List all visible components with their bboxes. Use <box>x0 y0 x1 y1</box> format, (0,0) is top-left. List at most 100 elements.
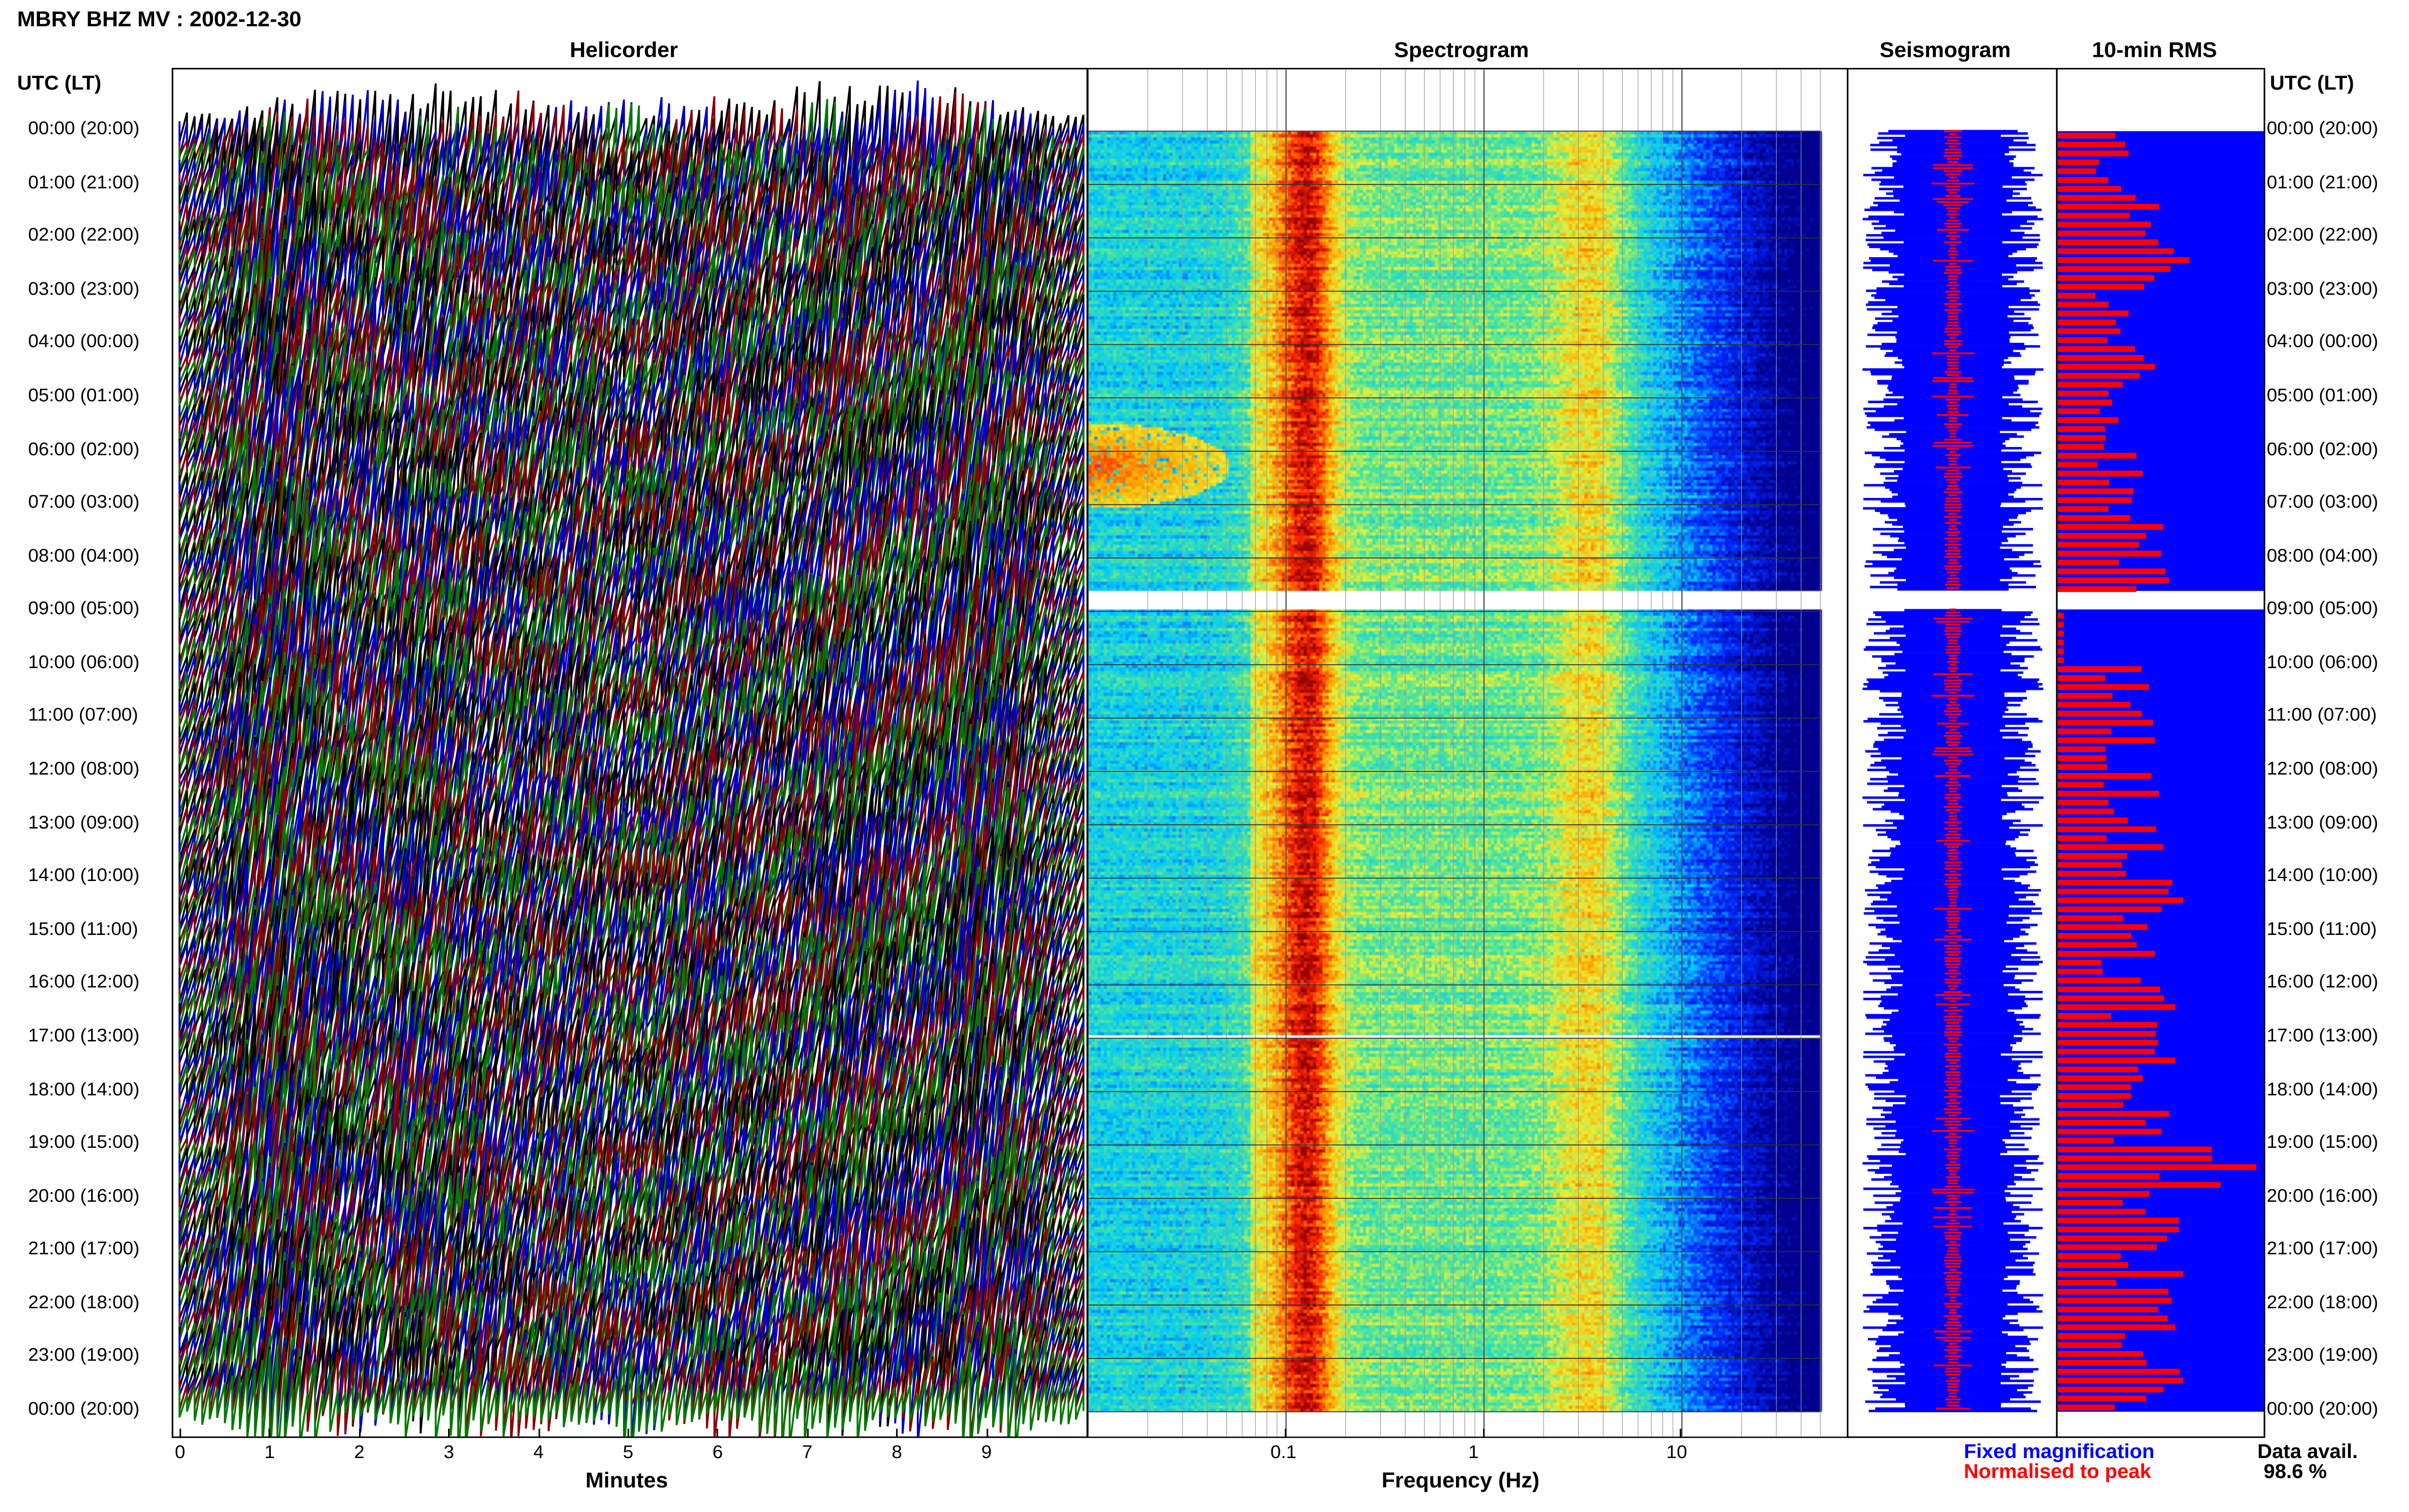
rms-bar <box>2057 986 2160 992</box>
rms-bar <box>2057 710 2142 717</box>
helicorder-tick-mark <box>627 1429 629 1438</box>
spectrogram-tick-mark <box>1680 1429 1682 1438</box>
spectrogram-tick-label: 10 <box>1666 1441 1687 1463</box>
rms-bar <box>2057 853 2127 859</box>
rms-bar <box>2057 1324 2175 1330</box>
legend-fixed-magnification: Fixed magnification <box>1964 1439 2155 1463</box>
rms-bar <box>2057 888 2169 894</box>
rms-bar <box>2057 862 2122 868</box>
rms-bar <box>2057 621 2064 628</box>
rms-bar <box>2057 1173 2160 1179</box>
rms-bar <box>2057 417 2118 423</box>
rms-bar <box>2057 1146 2212 1153</box>
time-label-right: 15:00 (11:00) <box>2266 918 2377 939</box>
rms-panel <box>2056 67 2265 1438</box>
helicorder-tick-label: 9 <box>981 1441 992 1463</box>
seismogram-plot <box>1862 130 2044 1412</box>
rms-bar <box>2057 541 2139 548</box>
rms-bar <box>2057 906 2162 912</box>
rms-bar <box>2057 648 2064 655</box>
rms-bar <box>2057 471 2143 477</box>
time-label-right: 10:00 (06:00) <box>2266 651 2379 673</box>
helicorder-tick-mark <box>896 1429 898 1438</box>
time-label-right: 23:00 (19:00) <box>2266 1344 2379 1367</box>
time-label-right: 03:00 (23:00) <box>2266 277 2379 299</box>
rms-bar <box>2057 835 2107 841</box>
time-label-left: 00:00 (20:00) <box>28 117 140 139</box>
rms-bar <box>2057 1013 2111 1019</box>
time-label-left: 02:00 (22:00) <box>28 224 140 246</box>
rms-bar <box>2057 319 2116 326</box>
time-label-left: 19:00 (15:00) <box>28 1131 140 1153</box>
spectrogram-tick-label: 1 <box>1468 1441 1479 1463</box>
rms-bar <box>2057 435 2106 441</box>
time-label-left: 21:00 (17:00) <box>28 1237 140 1260</box>
rms-bar <box>2057 310 2129 316</box>
rms-bar <box>2057 675 2105 681</box>
rms-bar <box>2057 248 2174 254</box>
time-label-left: 12:00 (08:00) <box>28 757 140 779</box>
helicorder-panel <box>172 67 1088 1438</box>
rms-bar <box>2057 506 2109 512</box>
helicorder-tick-label: 2 <box>354 1441 365 1463</box>
rms-bar <box>2057 1226 2179 1233</box>
time-label-right: 06:00 (02:00) <box>2266 437 2379 459</box>
rms-bar <box>2057 977 2141 984</box>
time-label-left: 10:00 (06:00) <box>28 651 140 673</box>
rms-bar <box>2057 1360 2147 1366</box>
rms-bar <box>2057 1084 2131 1090</box>
rms-bar <box>2057 1298 2172 1304</box>
rms-bar <box>2057 1368 2180 1375</box>
rms-bar <box>2057 559 2119 565</box>
rms-plot <box>2057 131 2264 1412</box>
rms-bar <box>2057 631 2064 637</box>
rms-bar <box>2057 1129 2162 1135</box>
helicorder-trace <box>178 1344 1085 1437</box>
rms-bar <box>2057 479 2110 486</box>
rms-bar <box>2057 639 2064 645</box>
rms-bar <box>2057 755 2106 761</box>
rms-bar <box>2057 719 2153 726</box>
rms-bar <box>2057 702 2131 708</box>
rms-bar <box>2057 728 2112 735</box>
time-label-right: 16:00 (12:00) <box>2266 971 2379 993</box>
rms-bar <box>2057 390 2109 396</box>
rms-bar <box>2057 995 2164 1001</box>
rms-bar <box>2057 1049 2155 1055</box>
rms-bar <box>2057 177 2109 183</box>
rms-bar <box>2057 1262 2129 1268</box>
rms-bar <box>2057 328 2121 334</box>
rms-bar <box>2057 381 2123 388</box>
rms-bar <box>2057 497 2132 503</box>
helicorder-tick-label: 6 <box>712 1441 723 1463</box>
rms-bar <box>2057 942 2137 948</box>
time-label-left: 22:00 (18:00) <box>28 1291 140 1313</box>
rms-bar <box>2057 933 2131 939</box>
rms-bar <box>2057 808 2114 815</box>
rms-bar <box>2057 212 2130 219</box>
time-label-right: 13:00 (09:00) <box>2266 811 2379 833</box>
rms-bar <box>2057 533 2146 539</box>
rms-bar <box>2057 444 2104 450</box>
rms-bar <box>2057 186 2121 192</box>
time-label-left: 11:00 (07:00) <box>28 704 138 726</box>
rms-bar <box>2057 1182 2221 1188</box>
rms-bar <box>2057 1253 2121 1259</box>
seismogram-panel <box>1847 67 2058 1438</box>
time-label-right: 09:00 (05:00) <box>2266 597 2379 619</box>
spectrogram-grid <box>1088 69 1821 1437</box>
data-avail-label: Data avail. <box>2257 1439 2358 1463</box>
time-label-right: 04:00 (00:00) <box>2266 330 2379 353</box>
helicorder-tick-mark <box>269 1429 271 1438</box>
helicorder-plot <box>173 69 1087 1437</box>
rms-bar <box>2057 773 2152 779</box>
rms-bar <box>2057 1155 2212 1161</box>
rms-bar <box>2057 230 2145 237</box>
spectrogram-title: Spectrogram <box>1394 37 1529 62</box>
rms-bar <box>2057 1271 2184 1277</box>
rms-bar <box>2057 1031 2156 1037</box>
utc-label-left: UTC (LT) <box>17 71 102 94</box>
rms-bar <box>2057 266 2171 272</box>
helicorder-tick-mark <box>538 1429 540 1438</box>
rms-bar <box>2057 746 2106 752</box>
